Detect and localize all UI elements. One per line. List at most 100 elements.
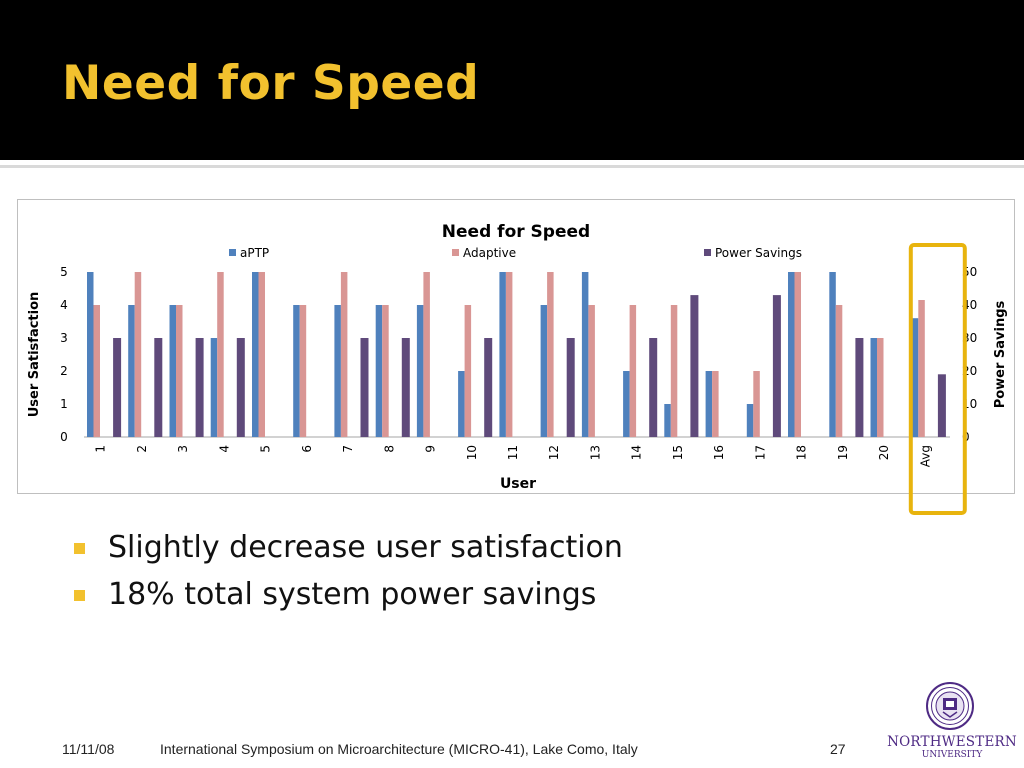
bar-adaptive — [877, 338, 884, 437]
bar-aptp — [623, 371, 630, 437]
bar-power-savings — [484, 338, 493, 437]
x-tick-label: 16 — [712, 445, 726, 460]
y2-axis-title: Power Savings — [993, 300, 1008, 408]
university-subtitle: UNIVERSITY — [921, 750, 983, 760]
slide-title: Need for Speed — [62, 56, 480, 111]
bar-aptp — [581, 272, 589, 437]
bullet-text: 18% total system power savings — [108, 577, 597, 612]
bar-adaptive — [299, 305, 307, 437]
y-tick-label: 0 — [60, 430, 68, 444]
bar-power-savings — [195, 338, 204, 437]
bar-power-savings — [855, 338, 864, 437]
bar-power-savings — [154, 338, 163, 437]
bullet-item: 18% total system power savings — [68, 574, 623, 621]
bar-adaptive — [753, 371, 760, 437]
y-axis-title: User Satisfaction — [27, 292, 42, 418]
bar-adaptive — [712, 371, 719, 437]
x-tick-label: 12 — [547, 445, 561, 460]
legend-swatch — [704, 249, 711, 256]
bar-power-savings — [360, 338, 369, 437]
bar-chart: Need for Speed aPTP Adaptive Power Savings 0… — [27, 222, 1008, 515]
x-tick-label: 5 — [259, 445, 273, 453]
bar-aptp — [829, 272, 836, 437]
bullet-square-icon — [74, 590, 85, 601]
x-tick-label: 7 — [341, 445, 355, 453]
bar-adaptive — [340, 272, 348, 437]
footer-date: 11/11/08 — [62, 741, 115, 757]
y-tick-label: 3 — [60, 331, 68, 345]
bar-adaptive — [134, 272, 142, 437]
bar-aptp — [458, 371, 465, 437]
bullet-square-icon — [74, 543, 85, 554]
x-tick-label: 17 — [753, 445, 767, 460]
title-bar: Need for Speed — [0, 0, 1024, 160]
x-tick-label: 18 — [795, 445, 809, 460]
legend-label: aPTP — [240, 246, 269, 260]
chart-title: Need for Speed — [442, 222, 590, 242]
bar-aptp — [788, 272, 795, 437]
bar-power-savings — [401, 338, 410, 437]
bar-power-savings — [649, 338, 658, 437]
bar-adaptive — [423, 272, 430, 437]
bar-adaptive — [588, 305, 595, 437]
bar-power-savings — [772, 295, 781, 437]
bar-adaptive — [505, 272, 513, 437]
x-tick-label: 15 — [671, 445, 685, 460]
bar-aptp — [499, 272, 506, 437]
bar-aptp — [87, 272, 94, 437]
x-axis-title: User — [500, 476, 536, 492]
bar-power-savings — [113, 338, 122, 437]
bullet-item: Slightly decrease user satisfaction — [68, 527, 623, 574]
bar-aptp — [540, 305, 548, 437]
northwestern-logo: NORTHWESTERN UNIVERSITY — [884, 680, 1020, 764]
bar-adaptive — [547, 272, 554, 437]
title-divider — [0, 165, 1024, 168]
y-tick-label: 2 — [60, 364, 68, 378]
bar-adaptive — [217, 272, 224, 437]
bar-aptp — [334, 305, 341, 437]
y-tick-label: 1 — [60, 397, 68, 411]
bar-aptp — [293, 305, 300, 437]
bar-adaptive — [835, 305, 843, 437]
x-tick-label: 20 — [877, 445, 891, 460]
bar-adaptive — [670, 305, 678, 437]
university-seal-icon — [926, 682, 974, 730]
bar-aptp — [128, 305, 135, 437]
x-tick-label: Avg — [918, 445, 932, 467]
bullet-text: Slightly decrease user satisfaction — [108, 530, 623, 565]
bar-adaptive — [629, 305, 637, 437]
bullet-list: Slightly decrease user satisfaction 18% … — [68, 527, 623, 621]
legend-label: Power Savings — [715, 246, 802, 260]
bar-aptp — [705, 371, 713, 437]
chart-frame: Need for Speed aPTP Adaptive Power Savings 0… — [17, 199, 1015, 515]
bar-power-savings — [236, 338, 245, 437]
legend-swatch — [452, 249, 459, 256]
x-tick-label: 8 — [382, 445, 396, 453]
x-tick-label: 4 — [217, 445, 231, 453]
bar-aptp — [375, 305, 383, 437]
bar-power-savings — [566, 338, 575, 437]
bar-aptp — [416, 305, 424, 437]
bar-aptp — [664, 404, 671, 437]
bar-adaptive — [258, 272, 265, 437]
bar-aptp — [252, 272, 259, 437]
x-tick-label: 1 — [94, 445, 108, 453]
bar-adaptive — [794, 272, 801, 437]
bar-adaptive — [464, 305, 472, 437]
x-tick-label: 11 — [506, 445, 520, 460]
avg-highlight-box — [908, 243, 967, 515]
bar-aptp — [870, 338, 877, 437]
footer-page-number: 27 — [830, 741, 846, 757]
bar-aptp — [210, 338, 218, 437]
x-tick-label: 10 — [465, 445, 479, 460]
x-tick-label: 2 — [135, 445, 149, 453]
y-tick-label: 4 — [60, 298, 68, 312]
footer-conference: International Symposium on Microarchitec… — [160, 741, 638, 757]
legend-label: Adaptive — [463, 246, 516, 260]
x-tick-label: 14 — [630, 445, 644, 460]
x-tick-label: 9 — [424, 445, 438, 453]
bar-adaptive — [382, 305, 389, 437]
bar-aptp — [169, 305, 176, 437]
university-name: NORTHWESTERN — [887, 734, 1017, 750]
x-tick-label: 19 — [836, 445, 850, 460]
